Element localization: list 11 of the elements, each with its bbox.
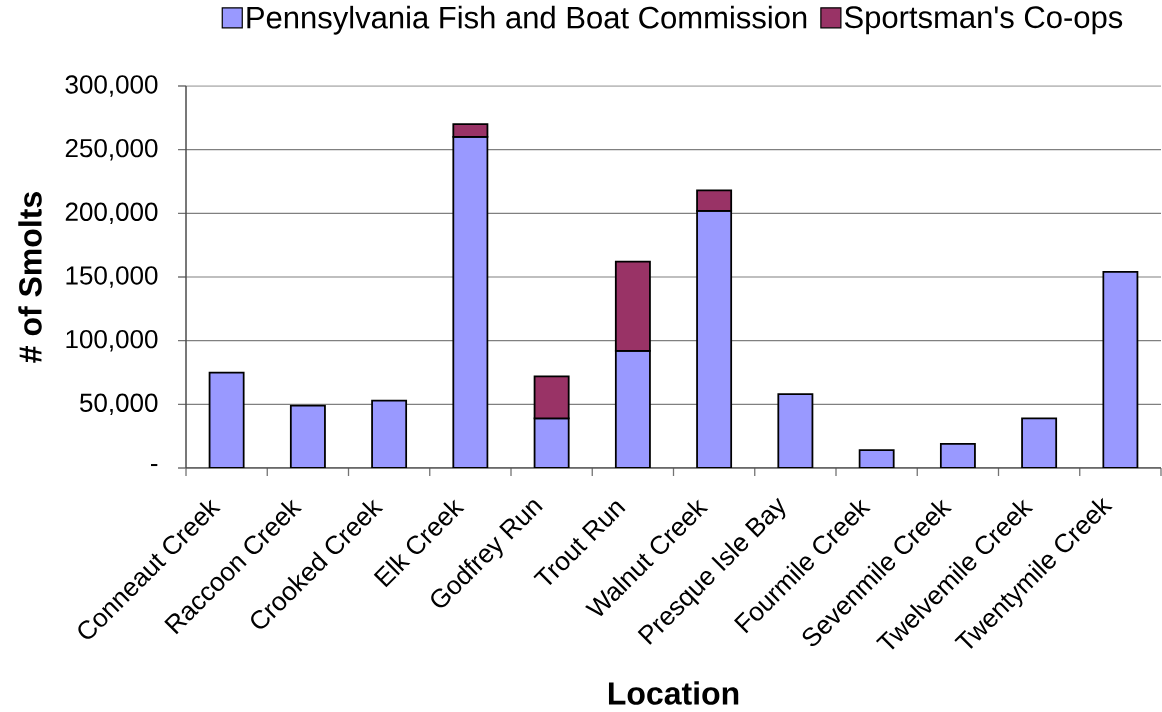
y-axis-title: # of Smolts xyxy=(18,192,42,363)
x-axis-title: Location xyxy=(608,681,739,705)
y-tick-label: 250,000 xyxy=(65,138,158,161)
y-tick-label: 50,000 xyxy=(79,393,158,416)
y-tick-label: 100,000 xyxy=(66,329,158,352)
y-tick-label: 300,000 xyxy=(65,75,158,97)
legend-label: Pennsylvania Fish and Boat Commission xyxy=(247,5,807,35)
y-tick-label: - xyxy=(150,464,158,467)
legend-label: Sportsman's Co-ops xyxy=(844,6,1123,35)
y-tick-label: 150,000 xyxy=(66,266,158,288)
y-tick-label: 200,000 xyxy=(65,202,158,225)
